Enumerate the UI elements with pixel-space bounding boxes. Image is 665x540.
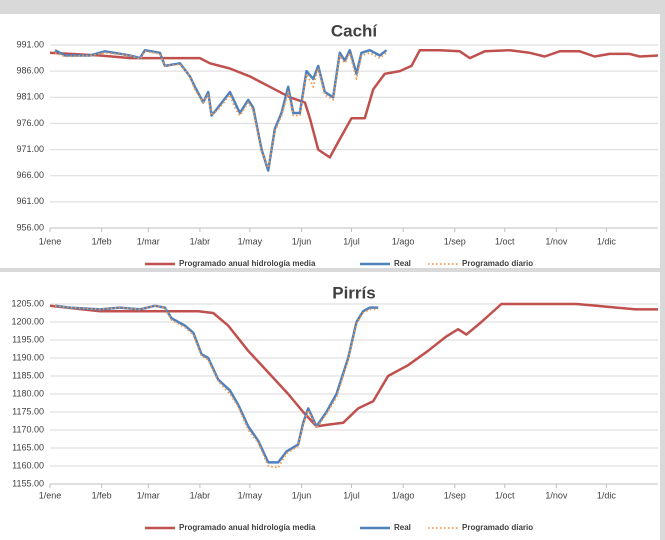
y-tick-label: 956.00 — [16, 222, 44, 232]
x-tick-label: 1/dic — [597, 490, 617, 500]
x-tick-label: 1/may — [238, 490, 263, 500]
x-tick-label: 1/feb — [92, 490, 112, 500]
y-tick-label: 1175.00 — [12, 406, 44, 416]
series-line — [54, 48, 388, 172]
x-tick-label: 1/oct — [495, 490, 515, 500]
legend-label: Programado diario — [462, 259, 533, 268]
x-tick-label: 1/oct — [495, 236, 515, 246]
y-tick-label: 1190.00 — [12, 352, 44, 362]
series-line — [54, 50, 388, 169]
x-tick-label: 1/mar — [137, 236, 160, 246]
x-tick-label: 1/dic — [597, 236, 617, 246]
y-tick-label: 1185.00 — [12, 370, 44, 380]
x-tick-label: 1/ene — [39, 490, 62, 500]
legend-label: Real — [394, 259, 411, 268]
x-tick-label: 1/jul — [343, 236, 360, 246]
x-tick-label: 1/jul — [343, 490, 360, 500]
legend-label: Real — [394, 523, 411, 532]
x-tick-label: 1/feb — [92, 236, 112, 246]
x-tick-label: 1/ago — [392, 490, 415, 500]
y-tick-label: 1200.00 — [11, 316, 44, 326]
legend-label: Programado anual hidrología media — [179, 259, 316, 268]
y-tick-label: 1180.00 — [12, 388, 44, 398]
x-tick-label: 1/nov — [545, 490, 568, 500]
y-tick-label: 976.00 — [16, 118, 44, 128]
x-tick-label: 1/jun — [292, 490, 312, 500]
x-tick-label: 1/abr — [190, 236, 211, 246]
y-tick-label: 1205.00 — [11, 298, 44, 308]
series-line — [49, 48, 659, 159]
y-tick-label: 966.00 — [16, 170, 44, 180]
legend-label: Programado diario — [462, 523, 533, 532]
x-tick-label: 1/nov — [545, 236, 568, 246]
x-tick-label: 1/ago — [392, 236, 415, 246]
x-tick-label: 1/jun — [292, 236, 312, 246]
y-tick-label: 1160.00 — [12, 460, 44, 470]
x-tick-label: 1/abr — [190, 490, 211, 500]
y-tick-label: 971.00 — [16, 144, 44, 154]
y-tick-label: 1170.00 — [12, 424, 44, 434]
y-tick-label: 981.00 — [16, 92, 44, 102]
y-tick-label: 961.00 — [16, 196, 44, 206]
y-tick-label: 991.00 — [16, 39, 44, 49]
y-tick-label: 986.00 — [16, 66, 44, 76]
y-tick-label: 1195.00 — [12, 334, 44, 344]
legend-label: Programado anual hidrología media — [179, 523, 316, 532]
x-tick-label: 1/mar — [137, 490, 160, 500]
x-tick-label: 1/may — [238, 236, 263, 246]
x-tick-label: 1/ene — [39, 236, 62, 246]
chart-title: Pirrís — [332, 283, 375, 302]
y-tick-label: 1165.00 — [12, 442, 44, 452]
series-line — [49, 302, 658, 428]
series-line — [54, 304, 379, 469]
x-tick-label: 1/sep — [444, 490, 466, 500]
y-tick-label: 1155.00 — [12, 478, 44, 488]
x-tick-label: 1/sep — [444, 236, 466, 246]
chart-title: Cachí — [331, 21, 379, 40]
